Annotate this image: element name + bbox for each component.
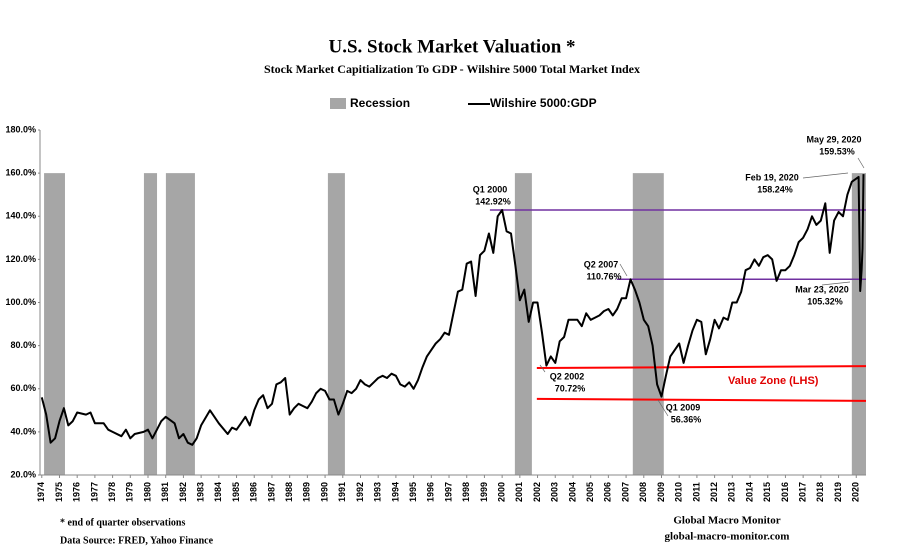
y-tick-label: 180.0%: [5, 124, 36, 134]
annotation-title: May 29, 2020: [806, 134, 861, 144]
x-tick-label: 1980: [142, 482, 152, 502]
x-tick-label: 1999: [479, 482, 489, 502]
y-tick-label: 120.0%: [5, 254, 36, 264]
x-tick-label: 2009: [656, 482, 666, 502]
x-tick-label: 1992: [355, 482, 365, 502]
annotation-title: Q2 2002: [550, 371, 585, 381]
x-tick-label: 2019: [833, 482, 843, 502]
annotation-title: Feb 19, 2020: [745, 172, 799, 182]
recession-bar: [514, 173, 532, 475]
y-tick-label: 40.0%: [10, 426, 36, 436]
x-tick-label: 1984: [213, 482, 223, 502]
zone-label: Value Zone (LHS): [728, 375, 819, 387]
x-tick-label: 2008: [638, 482, 648, 502]
annotation-value: 159.53%: [819, 146, 855, 156]
website: global-macro-monitor.com: [665, 531, 790, 543]
x-tick-label: 2014: [744, 482, 754, 502]
annotation-value: 70.72%: [555, 383, 586, 393]
x-tick-label: 2012: [709, 482, 719, 502]
x-tick-label: 1979: [125, 482, 135, 502]
x-tick-label: 1991: [337, 482, 347, 502]
footnote: * end of quarter observations: [60, 517, 185, 528]
x-tick-label: 2000: [497, 482, 507, 502]
legend-swatch: [330, 98, 346, 109]
x-tick-label: 1988: [284, 482, 294, 502]
recession-bar: [44, 173, 65, 475]
x-tick-label: 2018: [815, 482, 825, 502]
leader-line: [539, 364, 546, 373]
x-tick-label: 1976: [72, 482, 82, 502]
y-tick-label: 100.0%: [5, 297, 36, 307]
recession-bar: [327, 173, 345, 475]
x-tick-label: 1974: [36, 482, 46, 502]
x-tick-label: 1993: [373, 482, 383, 502]
x-tick-label: 2016: [780, 482, 790, 502]
chart-title: U.S. Stock Market Valuation *: [328, 36, 575, 57]
y-tick-label: 60.0%: [10, 383, 36, 393]
leader-line: [857, 157, 865, 169]
x-tick-label: 1977: [89, 482, 99, 502]
x-tick-label: 1982: [178, 482, 188, 502]
x-tick-label: 2013: [727, 482, 737, 502]
x-tick-label: 1985: [231, 482, 241, 502]
reference-line: [536, 365, 867, 370]
x-tick-label: 1996: [426, 482, 436, 502]
annotation-value: 56.36%: [671, 414, 702, 424]
x-tick-label: 2020: [851, 482, 861, 502]
leader-line: [821, 281, 851, 286]
x-tick-label: 2006: [603, 482, 613, 502]
x-tick-label: 2011: [691, 482, 701, 502]
x-tick-label: 1989: [302, 482, 312, 502]
x-tick-label: 1994: [390, 482, 400, 502]
recession-bar: [632, 173, 664, 475]
x-tick-label: 1986: [249, 482, 259, 502]
x-tick-label: 1997: [443, 482, 453, 502]
x-tick-label: 2001: [514, 482, 524, 502]
y-tick-label: 140.0%: [5, 211, 36, 221]
recession-bar: [165, 173, 195, 475]
x-tick-label: 1998: [461, 482, 471, 502]
chart-subtitle: Stock Market Capitialization To GDP - Wi…: [264, 62, 640, 76]
annotation-value: 158.24%: [757, 184, 793, 194]
x-tick-label: 2004: [567, 482, 577, 502]
x-tick-label: 1987: [266, 482, 276, 502]
x-tick-label: 2007: [620, 482, 630, 502]
leader-line: [619, 263, 628, 277]
x-tick-label: 2015: [762, 482, 772, 502]
y-tick-label: 80.0%: [10, 340, 36, 350]
source: Data Source: FRED, Yahoo Finance: [60, 535, 214, 546]
x-tick-label: 2010: [674, 482, 684, 502]
reference-line: [536, 397, 867, 402]
legend-label: Recession: [350, 96, 410, 110]
x-tick-label: 2002: [532, 482, 542, 502]
x-tick-label: 1995: [408, 482, 418, 502]
recession-bar: [143, 173, 158, 475]
annotation-value: 110.76%: [586, 271, 621, 281]
x-tick-label: 1978: [107, 482, 117, 502]
x-tick-label: 1981: [160, 482, 170, 502]
x-tick-label: 1975: [54, 482, 64, 502]
annotation-value: 105.32%: [807, 296, 843, 306]
leader-line: [657, 399, 669, 417]
legend-label: Wilshire 5000:GDP: [490, 96, 597, 110]
leader-line: [802, 172, 849, 179]
x-tick-label: 1990: [319, 482, 329, 502]
annotation-value: 142.92%: [475, 196, 511, 206]
annotation-title: Q1 2009: [666, 402, 701, 412]
x-tick-label: 2017: [798, 482, 808, 502]
brand: Global Macro Monitor: [673, 515, 780, 527]
annotation-title: Q2 2007: [584, 259, 619, 269]
series-line: [40, 174, 865, 446]
x-tick-label: 1983: [196, 482, 206, 502]
x-tick-label: 2005: [585, 482, 595, 502]
y-tick-label: 160.0%: [5, 168, 36, 178]
annotation-title: Mar 23, 2020: [795, 284, 849, 294]
x-tick-label: 2003: [550, 482, 560, 502]
y-tick-label: 20.0%: [10, 469, 36, 479]
annotation-title: Q1 2000: [473, 184, 508, 194]
